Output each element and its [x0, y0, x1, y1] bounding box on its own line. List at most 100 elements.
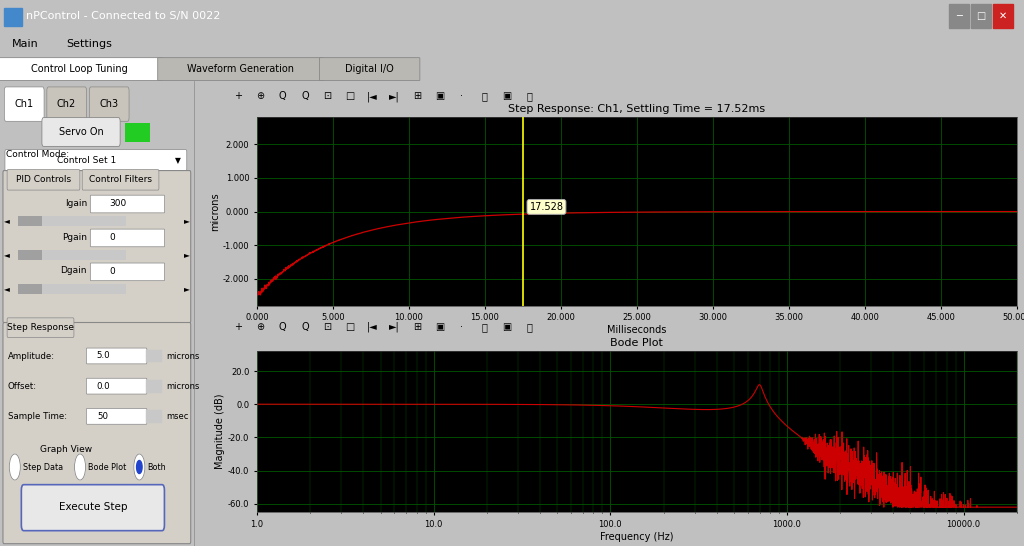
- Text: Control Set 1: Control Set 1: [57, 156, 117, 165]
- Text: ⊕: ⊕: [256, 91, 264, 102]
- Circle shape: [134, 454, 144, 480]
- Text: Step Response: Step Response: [7, 323, 74, 332]
- Text: Servo On: Servo On: [58, 127, 103, 137]
- Bar: [146, 380, 162, 386]
- Text: 300: 300: [110, 199, 127, 208]
- Text: Igain: Igain: [65, 199, 87, 207]
- Text: ─: ─: [956, 11, 962, 21]
- Text: □: □: [345, 91, 354, 102]
- Bar: [949, 4, 969, 28]
- Text: 0.0: 0.0: [96, 382, 110, 390]
- Text: 📷: 📷: [526, 91, 532, 102]
- FancyBboxPatch shape: [158, 58, 324, 80]
- Bar: [146, 411, 162, 417]
- Text: ►: ►: [183, 250, 189, 259]
- Text: nPControl - Connected to S/N 0022: nPControl - Connected to S/N 0022: [26, 11, 220, 21]
- Bar: [993, 4, 1013, 28]
- Text: ▼: ▼: [175, 156, 181, 165]
- FancyBboxPatch shape: [319, 58, 420, 80]
- Text: ▣: ▣: [435, 322, 444, 332]
- Text: Graph View: Graph View: [40, 446, 92, 454]
- Text: ◄: ◄: [4, 250, 10, 259]
- Text: 0: 0: [110, 267, 116, 276]
- Text: ◄: ◄: [4, 216, 10, 225]
- Text: ·: ·: [461, 91, 464, 102]
- Bar: [146, 386, 162, 393]
- Text: 17.528: 17.528: [529, 202, 563, 212]
- Text: ▣: ▣: [502, 322, 511, 332]
- Bar: [17, 216, 127, 227]
- Text: PID Controls: PID Controls: [16, 175, 71, 185]
- Text: 5.0: 5.0: [96, 352, 110, 360]
- Bar: [4, 8, 22, 26]
- Text: 💾: 💾: [481, 91, 487, 102]
- Bar: [17, 216, 42, 227]
- Text: |◄: |◄: [367, 91, 378, 102]
- Text: Ch1: Ch1: [14, 99, 34, 109]
- Bar: [125, 123, 151, 142]
- Bar: [971, 4, 991, 28]
- Text: ⊡: ⊡: [324, 91, 332, 102]
- Text: □: □: [976, 11, 986, 21]
- Text: ⊕: ⊕: [256, 322, 264, 332]
- FancyBboxPatch shape: [5, 150, 186, 171]
- Text: 50: 50: [97, 412, 109, 421]
- Text: Q: Q: [301, 91, 308, 102]
- Text: Both: Both: [147, 462, 166, 472]
- Text: Main: Main: [12, 39, 39, 49]
- Text: ⊞: ⊞: [413, 322, 421, 332]
- Text: ►: ►: [183, 284, 189, 293]
- Bar: [17, 284, 42, 294]
- Text: +: +: [233, 91, 242, 102]
- Text: ⊡: ⊡: [324, 322, 332, 332]
- FancyBboxPatch shape: [86, 348, 146, 364]
- Text: ▣: ▣: [435, 91, 444, 102]
- Text: Control Mode:: Control Mode:: [6, 150, 69, 159]
- Text: Execute Step: Execute Step: [58, 502, 127, 513]
- Text: Dgain: Dgain: [60, 266, 87, 275]
- Text: ▣: ▣: [502, 91, 511, 102]
- FancyBboxPatch shape: [7, 170, 80, 190]
- Text: Ch2: Ch2: [57, 99, 76, 109]
- Bar: [146, 356, 162, 363]
- Text: ►|: ►|: [389, 91, 400, 102]
- Circle shape: [9, 454, 20, 480]
- FancyBboxPatch shape: [4, 87, 44, 121]
- Text: 0: 0: [110, 233, 116, 242]
- Text: Waveform Generation: Waveform Generation: [187, 63, 294, 74]
- Text: ·: ·: [461, 322, 464, 332]
- FancyBboxPatch shape: [89, 87, 129, 121]
- Y-axis label: microns: microns: [210, 192, 220, 231]
- FancyBboxPatch shape: [90, 263, 165, 281]
- Text: |◄: |◄: [367, 322, 378, 333]
- FancyBboxPatch shape: [22, 485, 165, 531]
- Circle shape: [136, 460, 142, 473]
- Text: 📷: 📷: [526, 322, 532, 332]
- FancyBboxPatch shape: [90, 195, 165, 213]
- Text: ✕: ✕: [999, 11, 1007, 21]
- Text: Q: Q: [301, 322, 308, 332]
- Text: 💾: 💾: [481, 322, 487, 332]
- Bar: [146, 417, 162, 423]
- Text: ⊞: ⊞: [413, 91, 421, 102]
- Text: Q: Q: [279, 91, 287, 102]
- FancyBboxPatch shape: [7, 318, 74, 337]
- Title: Step Response: Ch1, Settling Time = 17.52ms: Step Response: Ch1, Settling Time = 17.5…: [508, 104, 766, 114]
- Text: ►|: ►|: [389, 322, 400, 333]
- Text: Step Data: Step Data: [23, 462, 62, 472]
- Bar: [17, 284, 127, 294]
- FancyBboxPatch shape: [86, 378, 146, 394]
- Text: Settings: Settings: [67, 39, 113, 49]
- Text: Bode Plot: Bode Plot: [88, 462, 126, 472]
- FancyBboxPatch shape: [42, 117, 120, 146]
- Text: □: □: [345, 322, 354, 332]
- Bar: [17, 250, 42, 260]
- FancyBboxPatch shape: [86, 408, 146, 424]
- Circle shape: [75, 454, 86, 480]
- Text: Control Loop Tuning: Control Loop Tuning: [32, 63, 128, 74]
- X-axis label: Milliseconds: Milliseconds: [607, 325, 667, 335]
- Text: Control Filters: Control Filters: [89, 175, 152, 185]
- Bar: [146, 350, 162, 356]
- Text: ◄: ◄: [4, 284, 10, 293]
- Title: Bode Plot: Bode Plot: [610, 337, 664, 347]
